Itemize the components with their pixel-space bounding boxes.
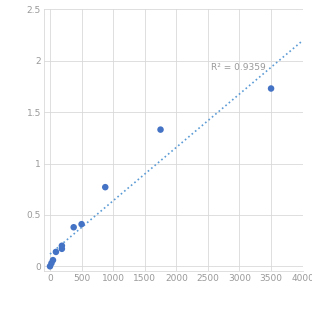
Point	[49, 261, 54, 266]
Point	[158, 127, 163, 132]
Point	[53, 249, 58, 254]
Point	[79, 222, 84, 227]
Point	[47, 264, 52, 269]
Point	[59, 246, 64, 251]
Point	[71, 225, 76, 230]
Point	[51, 258, 56, 263]
Text: R² = 0.9359: R² = 0.9359	[211, 63, 266, 72]
Point	[103, 185, 108, 190]
Point	[59, 243, 64, 248]
Point	[269, 86, 274, 91]
